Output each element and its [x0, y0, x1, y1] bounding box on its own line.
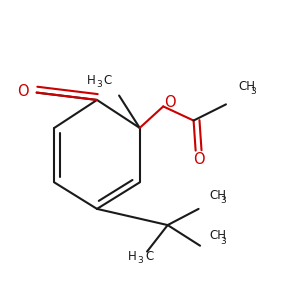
Text: CH: CH: [209, 229, 226, 242]
Text: C: C: [103, 74, 112, 87]
Text: O: O: [164, 95, 176, 110]
Text: 3: 3: [221, 196, 226, 206]
Text: C: C: [145, 250, 153, 263]
Text: 3: 3: [250, 87, 256, 96]
Text: CH: CH: [238, 80, 255, 93]
Text: 3: 3: [138, 256, 143, 265]
Text: CH: CH: [209, 188, 226, 202]
Text: 3: 3: [96, 80, 102, 89]
Text: H: H: [128, 250, 137, 263]
Text: H: H: [87, 74, 95, 87]
Text: 3: 3: [221, 237, 226, 246]
Text: O: O: [193, 152, 204, 167]
Text: O: O: [17, 84, 28, 99]
